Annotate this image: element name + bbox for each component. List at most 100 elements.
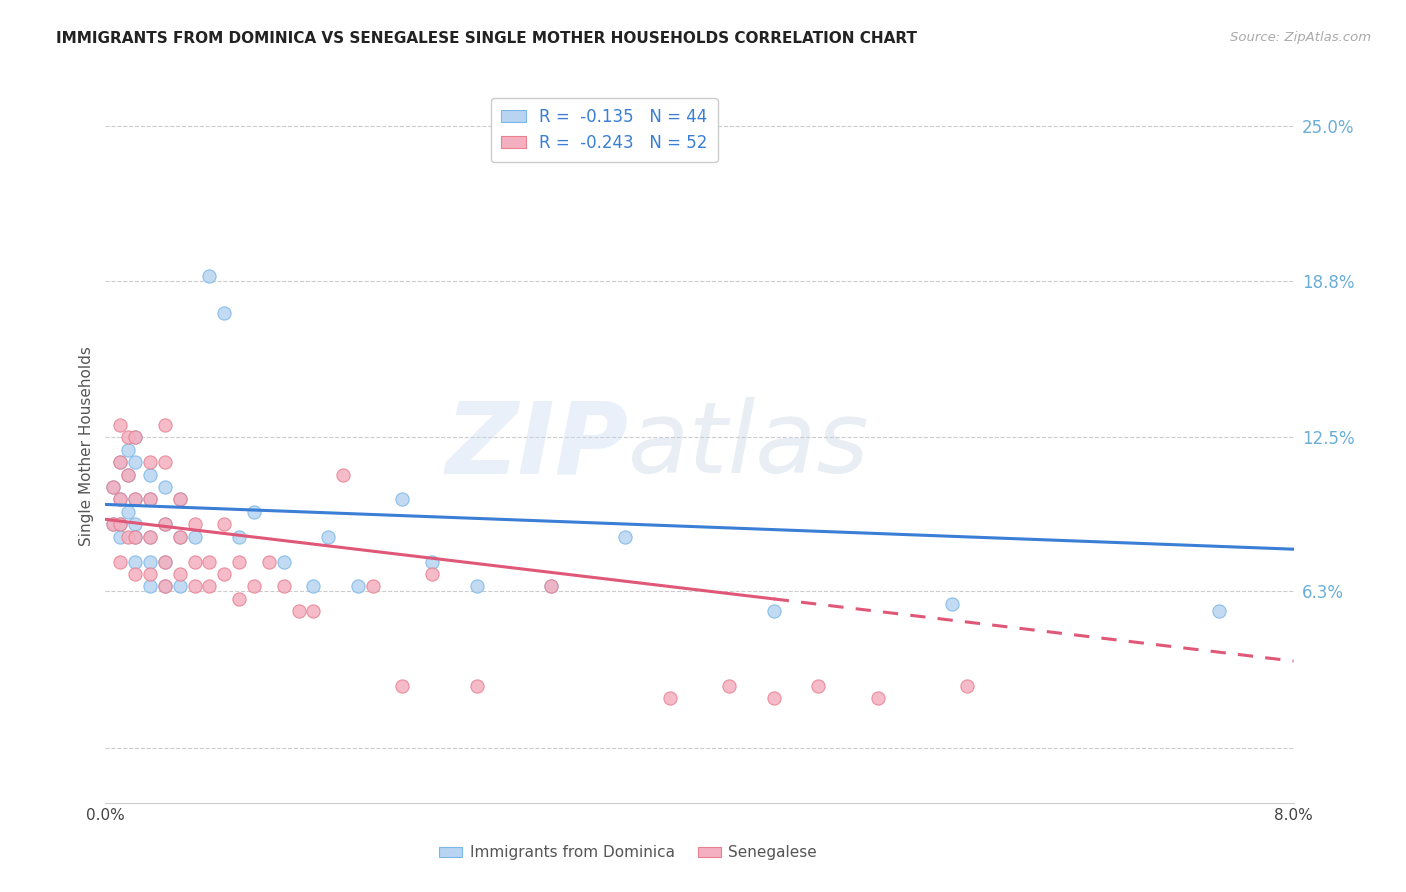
Point: [139, 467, 162, 482]
Point: [139, 530, 162, 544]
Point: [124, 430, 146, 444]
Point: [287, 604, 309, 618]
Point: [117, 442, 139, 457]
Point: [540, 579, 562, 593]
Point: [198, 555, 221, 569]
Point: [302, 579, 325, 593]
Point: [110, 455, 132, 469]
Point: [139, 492, 162, 507]
Point: [117, 467, 139, 482]
Point: [214, 306, 236, 320]
Point: [198, 268, 221, 283]
Point: [124, 455, 146, 469]
Point: [465, 579, 488, 593]
Point: [465, 679, 488, 693]
Point: [153, 579, 176, 593]
Point: [124, 492, 146, 507]
Point: [139, 555, 162, 569]
Point: [214, 567, 236, 582]
Point: [214, 517, 236, 532]
Point: [153, 417, 176, 432]
Point: [762, 691, 785, 706]
Point: [332, 467, 354, 482]
Text: Source: ZipAtlas.com: Source: ZipAtlas.com: [1230, 31, 1371, 45]
Point: [110, 417, 132, 432]
Point: [169, 492, 191, 507]
Point: [153, 455, 176, 469]
Point: [139, 492, 162, 507]
Point: [153, 480, 176, 494]
Point: [762, 604, 785, 618]
Point: [198, 579, 221, 593]
Point: [316, 530, 339, 544]
Point: [117, 467, 139, 482]
Point: [169, 530, 191, 544]
Point: [117, 530, 139, 544]
Point: [139, 579, 162, 593]
Point: [941, 597, 963, 611]
Point: [257, 555, 280, 569]
Point: [117, 505, 139, 519]
Point: [228, 591, 250, 606]
Point: [169, 530, 191, 544]
Point: [153, 555, 176, 569]
Point: [124, 492, 146, 507]
Point: [807, 679, 830, 693]
Point: [124, 555, 146, 569]
Point: [658, 691, 681, 706]
Point: [124, 530, 146, 544]
Point: [110, 530, 132, 544]
Point: [153, 579, 176, 593]
Point: [101, 480, 124, 494]
Point: [117, 430, 139, 444]
Point: [153, 517, 176, 532]
Point: [110, 492, 132, 507]
Point: [110, 492, 132, 507]
Point: [718, 679, 741, 693]
Point: [420, 567, 443, 582]
Text: ZIP: ZIP: [446, 398, 628, 494]
Point: [110, 555, 132, 569]
Point: [420, 555, 443, 569]
Point: [956, 679, 979, 693]
Point: [1208, 604, 1230, 618]
Point: [101, 517, 124, 532]
Point: [614, 530, 637, 544]
Point: [183, 517, 205, 532]
Point: [183, 555, 205, 569]
Legend: Immigrants from Dominica, Senegalese: Immigrants from Dominica, Senegalese: [433, 839, 823, 866]
Point: [169, 579, 191, 593]
Point: [139, 455, 162, 469]
Point: [124, 517, 146, 532]
Point: [228, 555, 250, 569]
Point: [124, 530, 146, 544]
Point: [153, 517, 176, 532]
Point: [169, 567, 191, 582]
Point: [391, 492, 413, 507]
Point: [273, 579, 295, 593]
Text: atlas: atlas: [628, 398, 870, 494]
Point: [866, 691, 889, 706]
Y-axis label: Single Mother Households: Single Mother Households: [79, 346, 94, 546]
Text: IMMIGRANTS FROM DOMINICA VS SENEGALESE SINGLE MOTHER HOUSEHOLDS CORRELATION CHAR: IMMIGRANTS FROM DOMINICA VS SENEGALESE S…: [56, 31, 917, 46]
Point: [540, 579, 562, 593]
Point: [124, 430, 146, 444]
Point: [139, 567, 162, 582]
Point: [101, 480, 124, 494]
Point: [183, 579, 205, 593]
Point: [361, 579, 384, 593]
Point: [169, 492, 191, 507]
Point: [391, 679, 413, 693]
Point: [302, 604, 325, 618]
Point: [243, 579, 266, 593]
Point: [101, 517, 124, 532]
Point: [273, 555, 295, 569]
Point: [139, 530, 162, 544]
Point: [110, 517, 132, 532]
Point: [347, 579, 370, 593]
Point: [243, 505, 266, 519]
Point: [228, 530, 250, 544]
Point: [110, 517, 132, 532]
Point: [153, 555, 176, 569]
Point: [110, 455, 132, 469]
